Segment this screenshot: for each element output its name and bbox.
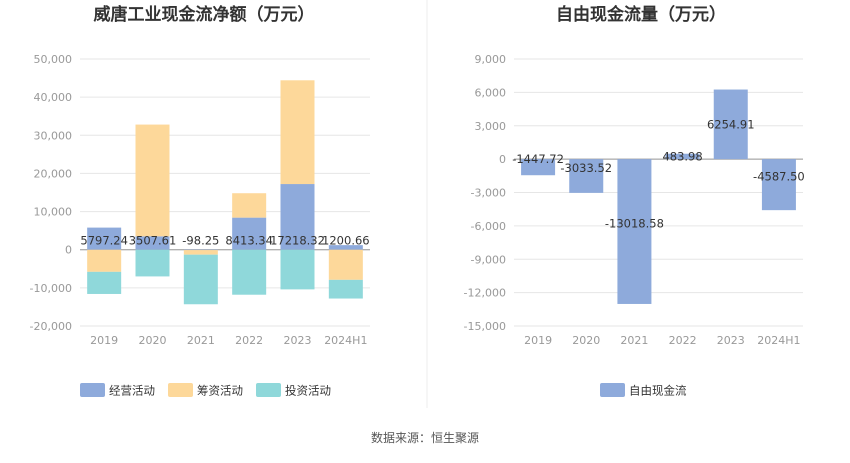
right-ytick-label: 3,000 <box>475 120 507 133</box>
left-ytick-label: 10,000 <box>34 206 73 219</box>
left-chart: -20,000 -10,000 0 10,000 20,000 30,000 40,000 5… <box>30 53 370 347</box>
left-bar <box>232 193 267 218</box>
right-bar <box>617 159 652 304</box>
left-legend-label: 投资活动 <box>285 384 331 398</box>
right-chart: -15,000 -12,000 -9,000 -6,000 -3,000 0 3,000 6,… <box>464 53 805 347</box>
left-legend-label: 经营活动 <box>109 384 155 398</box>
right-data-label: -1447.72 <box>512 152 564 166</box>
left-data-label: 1200.66 <box>322 234 370 248</box>
right-bar <box>761 159 796 211</box>
left-xtick-label: 2023 <box>284 334 312 347</box>
left-bar <box>183 249 218 251</box>
right-ytick-label: -15,000 <box>464 320 506 333</box>
left-ytick-label: 40,000 <box>34 91 73 104</box>
left-bar <box>183 254 218 305</box>
left-xtick-label: 2021 <box>187 334 215 347</box>
left-bar <box>135 236 170 250</box>
right-bar <box>521 159 556 176</box>
source-label: 数据来源：恒生聚源 <box>371 430 479 445</box>
left-legend-swatch <box>80 383 105 397</box>
right-xtick-label: 2020 <box>572 334 600 347</box>
left-ytick-label: 20,000 <box>34 167 73 180</box>
right-data-label: 483.98 <box>662 149 702 163</box>
right-ytick-label: -3,000 <box>471 187 506 200</box>
left-xtick-label: 2024H1 <box>324 334 367 347</box>
right-data-label: 6254.91 <box>707 117 755 131</box>
right-data-label: -13018.58 <box>605 217 664 231</box>
right-ytick-label: 0 <box>499 153 506 166</box>
left-xtick-label: 2019 <box>90 334 118 347</box>
left-bar <box>328 249 363 280</box>
left-xtick-label: 2022 <box>235 334 263 347</box>
left-legend-swatch <box>256 383 281 397</box>
right-ytick-label: -6,000 <box>471 220 506 233</box>
left-bar <box>280 249 315 290</box>
right-bar <box>713 89 748 160</box>
right-ytick-label: 9,000 <box>475 53 507 66</box>
left-ytick-label: 30,000 <box>34 129 73 142</box>
left-bar <box>280 80 315 185</box>
right-xtick-label: 2021 <box>620 334 648 347</box>
right-ytick-label: 6,000 <box>475 86 507 99</box>
left-bar <box>280 184 315 250</box>
left-bar <box>87 271 122 294</box>
right-data-label: -3033.52 <box>560 161 612 175</box>
left-data-label: 8413.34 <box>225 234 273 248</box>
right-legend-label: 自由现金流 <box>629 384 687 398</box>
right-ytick-label: -12,000 <box>464 287 506 300</box>
left-ytick-label: -20,000 <box>30 320 72 333</box>
left-data-label: 5797.24 <box>80 234 128 248</box>
left-xtick-label: 2020 <box>139 334 167 347</box>
left-bar <box>328 245 363 250</box>
left-bar <box>87 227 122 250</box>
right-legend: 自由现金流 <box>600 383 687 398</box>
left-bar <box>232 217 267 250</box>
left-data-label: 3507.61 <box>129 234 177 248</box>
left-bar <box>135 124 170 237</box>
right-bar <box>665 153 700 160</box>
left-legend-label: 筹资活动 <box>197 384 243 398</box>
right-xtick-label: 2022 <box>669 334 697 347</box>
right-xtick-label: 2023 <box>717 334 745 347</box>
left-ytick-label: 50,000 <box>34 53 73 66</box>
left-data-label: -98.25 <box>182 234 219 248</box>
right-bar <box>569 159 604 193</box>
left-legend-swatch <box>168 383 193 397</box>
right-xtick-label: 2019 <box>524 334 552 347</box>
left-bar <box>87 249 122 272</box>
right-ytick-label: -9,000 <box>471 253 506 266</box>
left-bar <box>232 249 267 295</box>
right-data-label: -4587.50 <box>753 170 805 184</box>
right-chart-title: 自由现金流量（万元） <box>556 4 726 25</box>
right-legend-swatch <box>600 383 625 397</box>
left-data-label: 17218.32 <box>270 234 325 248</box>
left-ytick-label: -10,000 <box>30 282 72 295</box>
right-xtick-label: 2024H1 <box>757 334 800 347</box>
left-ytick-label: 0 <box>65 244 72 257</box>
left-bar <box>135 249 170 277</box>
left-chart-title: 威唐工业现金流净额（万元） <box>94 4 315 25</box>
left-bar <box>183 250 218 255</box>
left-bar <box>328 279 363 299</box>
left-legend: 经营活动 筹资活动 投资活动 <box>80 383 331 398</box>
